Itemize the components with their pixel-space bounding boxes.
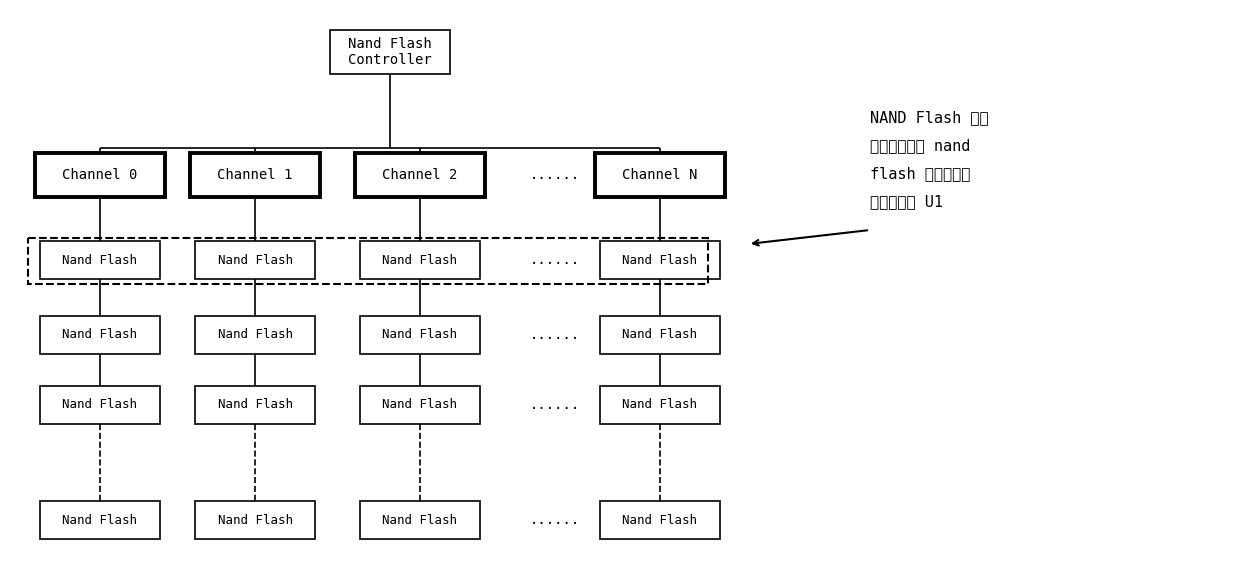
Bar (190, 153, 320, 197)
Text: Nand Flash: Nand Flash (622, 254, 698, 267)
Text: NAND Flash 控制: NAND Flash 控制 (870, 110, 989, 125)
Text: Nand Flash: Nand Flash (383, 329, 457, 342)
Bar (361, 241, 479, 279)
Bar (35, 153, 165, 197)
Text: ......: ...... (530, 513, 580, 527)
Text: 量的某倍数 U1: 量的某倍数 U1 (870, 194, 943, 209)
Text: Nand Flash: Nand Flash (383, 254, 457, 267)
Bar (361, 386, 479, 424)
Text: Nand Flash: Nand Flash (622, 513, 698, 526)
Bar (361, 501, 479, 539)
Text: Nand Flash: Nand Flash (62, 398, 138, 411)
Text: Nand Flash: Nand Flash (218, 254, 292, 267)
Bar (600, 501, 720, 539)
Bar (40, 316, 160, 354)
Text: Nand Flash: Nand Flash (218, 513, 292, 526)
Text: ......: ...... (530, 398, 580, 412)
Text: Channel 1: Channel 1 (217, 168, 292, 182)
Bar (600, 241, 720, 279)
Bar (600, 386, 720, 424)
Bar (40, 241, 160, 279)
Bar (356, 153, 484, 197)
Bar (595, 153, 725, 197)
Text: Nand Flash: Nand Flash (622, 329, 698, 342)
Text: Nand Flash: Nand Flash (622, 398, 698, 411)
Bar (195, 241, 315, 279)
Bar (195, 316, 315, 354)
Text: flash 的最大数据: flash 的最大数据 (870, 166, 970, 181)
Text: Nand Flash
Controller: Nand Flash Controller (348, 37, 432, 67)
Bar (330, 30, 450, 74)
Text: Channel N: Channel N (622, 168, 698, 182)
Text: ......: ...... (530, 168, 580, 182)
Text: ......: ...... (530, 328, 580, 342)
Bar (195, 386, 315, 424)
Bar (361, 316, 479, 354)
Text: 器一次写入到 nand: 器一次写入到 nand (870, 138, 970, 153)
Bar (40, 386, 160, 424)
Text: Channel 2: Channel 2 (383, 168, 457, 182)
Bar (195, 501, 315, 539)
Text: Nand Flash: Nand Flash (62, 513, 138, 526)
Text: Nand Flash: Nand Flash (218, 329, 292, 342)
Bar (28, 238, 707, 284)
Text: Nand Flash: Nand Flash (383, 513, 457, 526)
Bar (40, 501, 160, 539)
Text: Nand Flash: Nand Flash (218, 398, 292, 411)
Text: Nand Flash: Nand Flash (383, 398, 457, 411)
Text: Nand Flash: Nand Flash (62, 329, 138, 342)
Text: Nand Flash: Nand Flash (62, 254, 138, 267)
Text: ......: ...... (530, 253, 580, 267)
Bar (600, 316, 720, 354)
Text: Channel 0: Channel 0 (62, 168, 138, 182)
